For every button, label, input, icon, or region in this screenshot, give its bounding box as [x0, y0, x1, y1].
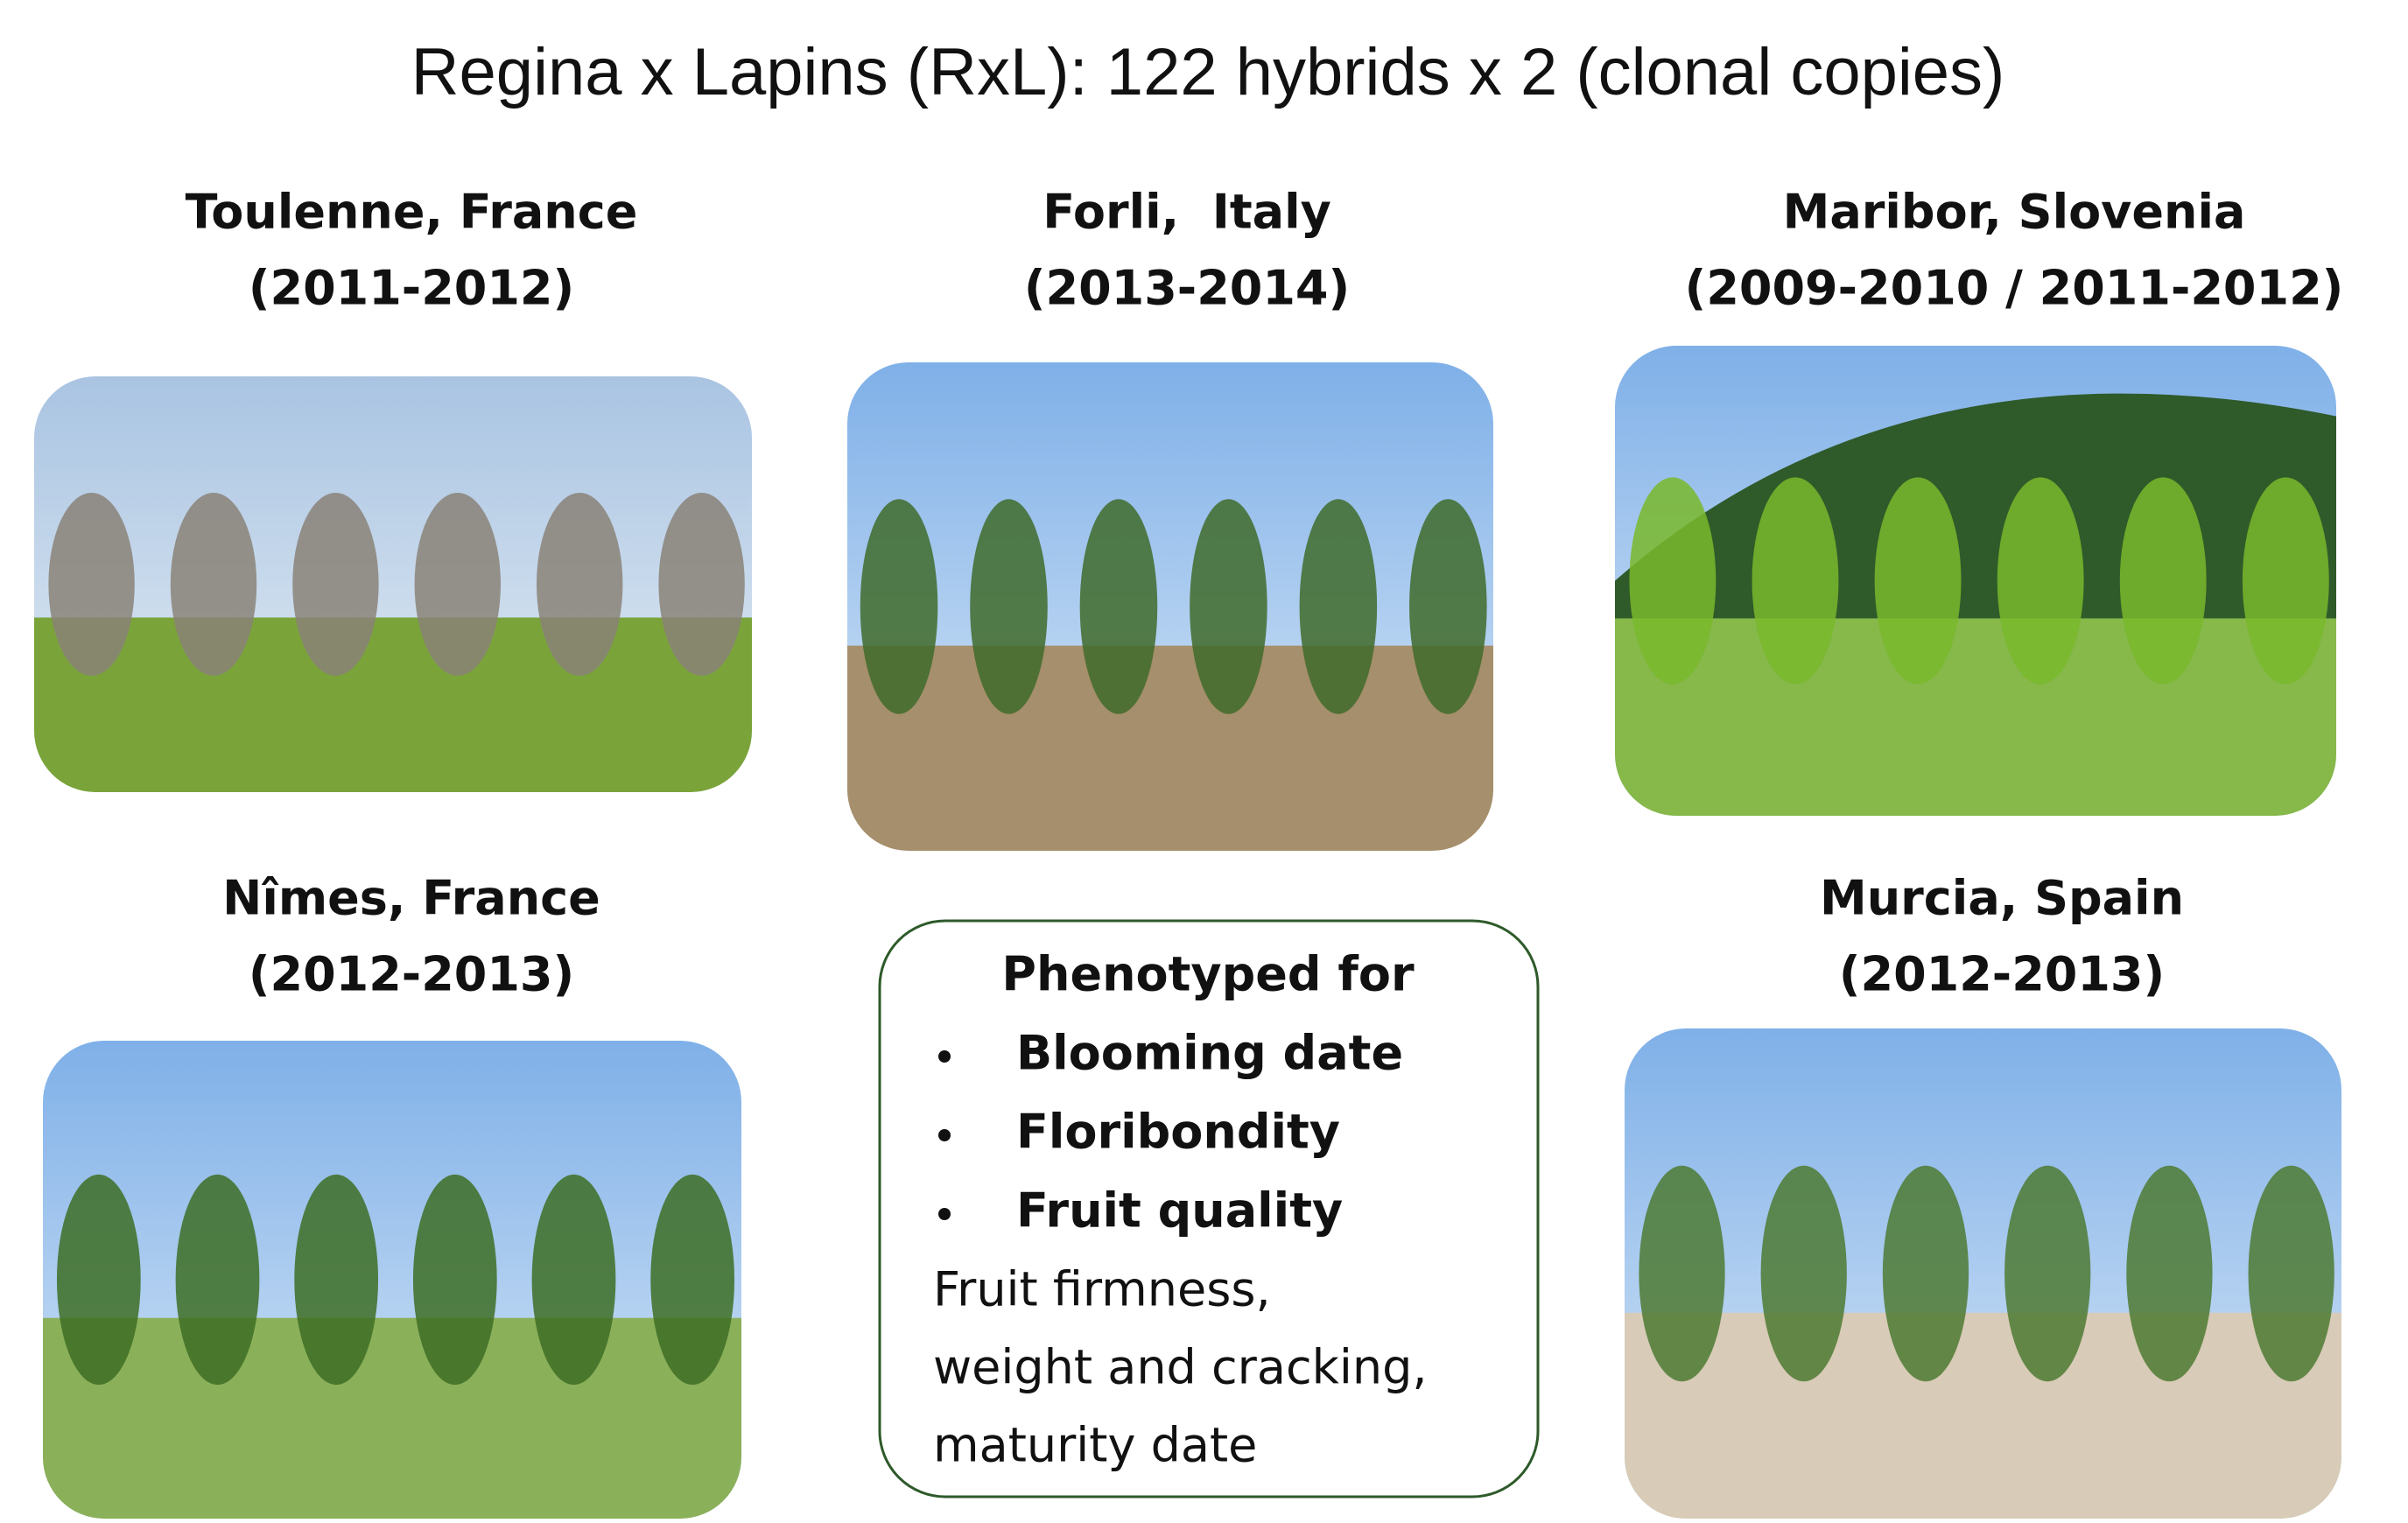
phenotype-detail: weight and cracking,	[933, 1340, 1428, 1395]
photo-ground	[1625, 1312, 2341, 1519]
photo-tree	[48, 493, 135, 676]
photo-tree	[2126, 1165, 2213, 1382]
photo-tree	[658, 493, 745, 676]
phenotype-box	[878, 919, 1540, 1498]
phenotype-bullet: Blooming date	[1016, 1026, 1403, 1081]
photo-tree	[412, 1174, 497, 1386]
phenotype-detail: maturity date	[933, 1418, 1257, 1473]
photo-tree	[2242, 477, 2329, 684]
photo-tree	[56, 1174, 141, 1386]
photo-tree	[2248, 1165, 2334, 1382]
photo-tree	[1629, 477, 1716, 684]
photo-tree	[294, 1174, 379, 1386]
site-years: (2009-2010 / 2011-2012)	[1685, 261, 2344, 316]
site-photo	[1625, 1028, 2341, 1519]
site-years: (2012-2013)	[249, 947, 574, 1002]
site-years: (2012-2013)	[1839, 947, 2165, 1002]
site-labels: Toulenne, France (2011-2012) Forli, Italy (…	[186, 185, 2344, 1002]
photo-tree	[1079, 499, 1158, 714]
phenotype-bullet: Floribondity	[1016, 1105, 1340, 1160]
photo-tree	[1752, 477, 1839, 684]
bullet-dot	[938, 1050, 951, 1063]
bullet-dot	[938, 1208, 951, 1220]
site-photo	[847, 362, 1493, 851]
photo-tree	[860, 499, 938, 714]
photo-ground	[847, 645, 1493, 851]
photo-tree	[175, 1174, 260, 1386]
phenotype-detail: Fruit firmness,	[933, 1262, 1271, 1317]
site-photo	[43, 1041, 741, 1519]
photo-tree	[170, 493, 257, 676]
photo-tree	[1874, 477, 1962, 684]
photo-tree	[970, 499, 1048, 714]
phenotype-bullet: Fruit quality	[1016, 1183, 1343, 1239]
photo-tree	[1997, 477, 2084, 684]
site-years: (2011-2012)	[249, 261, 574, 316]
slide-title: Regina x Lapins (RxL): 122 hybrids x 2 (…	[411, 35, 2005, 109]
photo-tree	[1760, 1165, 1847, 1382]
photos	[34, 346, 2341, 1519]
photo-tree	[1639, 1165, 1725, 1382]
photo-tree	[1299, 499, 1378, 714]
photo-tree	[531, 1174, 616, 1386]
site-name: Forli, Italy	[1043, 185, 1331, 240]
photo-ground	[43, 1317, 741, 1519]
site-years: (2013-2014)	[1024, 261, 1350, 316]
photo-tree	[537, 493, 623, 676]
photo-tree	[2004, 1165, 2091, 1382]
photo-tree	[2119, 477, 2207, 684]
phenotype-list: Blooming date Floribondity Fruit quality Fr…	[933, 1026, 1428, 1473]
photo-ground	[34, 617, 752, 792]
site-name: Murcia, Spain	[1820, 871, 2184, 926]
site-name: Maribor, Slovenia	[1783, 185, 2246, 240]
photo-tree	[1882, 1165, 1969, 1382]
site-name: Toulenne, France	[186, 185, 638, 240]
bullet-dot	[938, 1129, 951, 1141]
photo-tree	[1190, 499, 1267, 714]
photo-tree	[414, 493, 501, 676]
site-photo	[1615, 346, 2336, 816]
photo-tree	[1409, 499, 1487, 714]
box-heading: Phenotyped for	[1001, 947, 1415, 1002]
photo-ground	[1615, 618, 2336, 816]
site-name: Nîmes, France	[222, 871, 600, 926]
photo-tree	[650, 1174, 735, 1386]
photo-tree	[292, 493, 379, 676]
site-photo	[34, 376, 752, 792]
